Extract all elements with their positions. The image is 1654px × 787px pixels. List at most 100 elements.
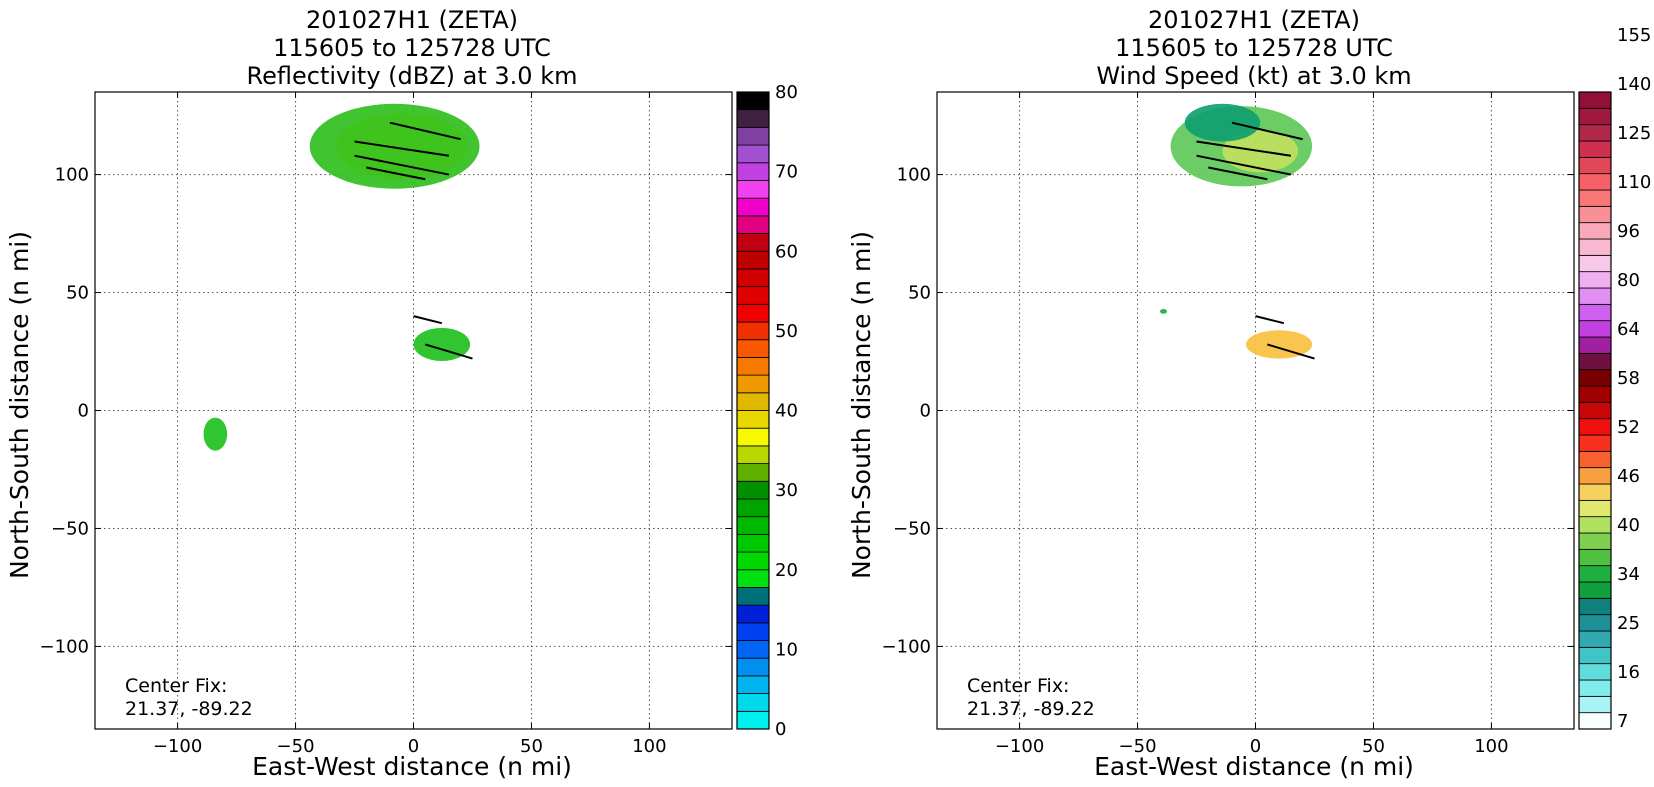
colorbar-segment (1578, 124, 1612, 142)
colorbar-segment (736, 250, 770, 270)
echo-northern-band-outer (309, 103, 480, 189)
wind-barb (389, 121, 461, 141)
echo-sw-cell (203, 417, 228, 451)
colorbar-segment (736, 268, 770, 288)
wind-barb (425, 343, 473, 360)
colorbar-segment (736, 410, 770, 429)
colorbar-segment (736, 604, 770, 624)
colorbar-segment (736, 392, 770, 411)
colorbar-segment (1578, 369, 1612, 387)
echo-southern-cell (1246, 330, 1313, 359)
wind-speed-panel: 201027H1 (ZETA) 115605 to 125728 UTC Win… (847, 6, 1651, 781)
colorbar-segment (1578, 418, 1612, 436)
colorbar-segment (1578, 646, 1612, 665)
colorbar-segment (1578, 548, 1612, 567)
colorbar-tick-label: 34 (1617, 564, 1640, 585)
reflectivity-plot-area: −100 −50 0 50 100 −100 −50 0 50 100 0 10 20 30 40 50 60 7… (40, 82, 798, 757)
colorbar-segment (1578, 91, 1612, 109)
wind-barb (354, 140, 450, 157)
wind-barb (1231, 121, 1303, 141)
colorbar-tick-label: 70 (775, 162, 798, 183)
colorbar-segment (736, 303, 770, 323)
title-line-1: 201027H1 (ZETA) (306, 6, 518, 34)
colorbar-tick-label: 125 (1617, 123, 1651, 144)
colorbar-segment (736, 480, 770, 500)
wind-barb (1208, 166, 1268, 181)
x-tick-label: 50 (1362, 736, 1385, 757)
colorbar-segment (736, 126, 770, 146)
colorbar-segment (1578, 565, 1612, 583)
wind-barb (1267, 343, 1315, 360)
colorbar-segment (1578, 107, 1612, 126)
colorbar-segment (1578, 532, 1612, 550)
echo-northern-top (1184, 103, 1261, 142)
colorbar-segment (736, 657, 770, 677)
y-tick-label: 100 (897, 165, 931, 186)
colorbar-segment (1578, 597, 1612, 616)
colorbar-segment (1578, 238, 1612, 256)
colorbar-tick-label: 20 (775, 560, 798, 581)
colorbar-segment (736, 321, 770, 341)
colorbar-segment (1578, 679, 1612, 697)
center-fix-label: Center Fix: (967, 675, 1069, 697)
colorbar-segment (736, 710, 770, 730)
y-axis-label: North-South distance (n mi) (847, 231, 876, 579)
colorbar-segment (1578, 205, 1612, 224)
y-tick-label: 0 (78, 401, 89, 422)
title-line-2: 115605 to 125728 UTC (273, 34, 551, 62)
colorbar-tick-label: 96 (1617, 221, 1640, 242)
colorbar-segment (1578, 140, 1612, 158)
colorbar-border (736, 91, 770, 730)
colorbar-segment (1578, 467, 1612, 485)
colorbar-segment (736, 693, 770, 712)
colorbar-tick-label: 80 (775, 82, 798, 103)
colorbar-segment (1578, 434, 1612, 452)
y-axis-label: North-South distance (n mi) (5, 231, 34, 579)
colorbar-segment (736, 215, 770, 234)
colorbar-segment (736, 180, 770, 199)
colorbar-segment (1578, 222, 1612, 240)
colorbar-segment (736, 551, 770, 571)
x-tick-label: −50 (277, 736, 315, 757)
colorbar-segment (736, 445, 770, 464)
colorbar-segment (736, 233, 770, 252)
y-tick-label: 100 (55, 165, 89, 186)
colorbar-tick-label: 110 (1617, 172, 1651, 193)
colorbar-segment (736, 587, 770, 606)
y-tick-label: −50 (893, 518, 931, 539)
colorbar-segment (736, 675, 770, 695)
colorbar-segment (736, 374, 770, 394)
colorbar-tick-label: 10 (775, 639, 798, 660)
wind-barb (1196, 154, 1292, 176)
wind-barb (1255, 315, 1285, 325)
colorbar-segment (1578, 287, 1612, 305)
y-tick-label: −100 (882, 636, 931, 657)
colorbar-segment (736, 533, 770, 553)
colorbar-segment (1578, 189, 1612, 207)
colorbar-segment (736, 162, 770, 181)
colorbar-tick-label: 7 (1617, 711, 1628, 732)
center-fix-label: Center Fix: (125, 675, 227, 697)
wind-speed-plot-area: −100 −50 0 50 100 −100 −50 0 50 100 7 16 25 34 40 46 52 5… (882, 25, 1652, 757)
title-line-3: Wind Speed (kt) at 3.0 km (1096, 62, 1411, 90)
colorbar-segment (1578, 254, 1612, 273)
colorbar-segment (1578, 303, 1612, 322)
colorbar-segment (1578, 156, 1612, 175)
colorbar-segment (1578, 712, 1612, 730)
colorbar-segment (1578, 516, 1612, 534)
colorbar-segment (1578, 483, 1612, 501)
wind-barb (1196, 140, 1292, 157)
colorbar-tick-label: 16 (1617, 662, 1640, 683)
colorbar-tick-label: 58 (1617, 368, 1640, 389)
colorbar-segment (1578, 581, 1612, 599)
colorbar-tick-label: 64 (1617, 319, 1640, 340)
colorbar-segment (736, 498, 770, 518)
colorbar-tick-label: 155 (1617, 25, 1651, 46)
colorbar-segment (1578, 450, 1612, 469)
colorbar-segment (1578, 385, 1612, 403)
x-tick-label: 100 (1474, 736, 1508, 757)
colorbar-segment (736, 109, 770, 128)
x-tick-label: −50 (1119, 736, 1157, 757)
colorbar-segment (1578, 271, 1612, 289)
